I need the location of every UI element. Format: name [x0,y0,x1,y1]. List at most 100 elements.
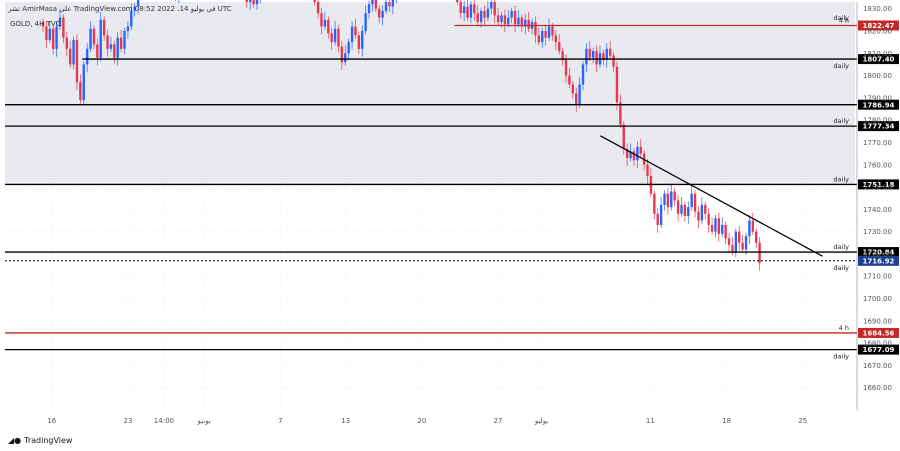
candle-body [466,6,469,18]
candle-body [347,42,350,54]
candle-body [483,10,486,18]
candle-body [663,193,666,205]
candle-body [659,204,663,225]
level-tag: 4 h [839,324,849,332]
level-tag: daily [833,14,849,22]
y-tick-label: 1700.00 [863,295,892,303]
candle-body [48,28,51,40]
level-tag: daily [833,117,849,125]
trend-line [600,135,823,257]
candle-body [374,0,378,9]
candle-body [520,17,524,27]
candle-body [592,51,595,58]
candle-body [622,124,625,150]
candle-body [106,35,109,49]
time-axis[interactable]: 16 23 14:00 يونيو 7 13 20 27 يوليو 11 18 25 [47,417,807,425]
candle-body [554,35,558,43]
candle-body [381,10,384,18]
trendline[interactable] [600,135,823,257]
y-tick-label: 1830.00 [863,5,892,13]
candle-body [755,231,758,243]
candle-body [748,220,751,237]
candle-body [741,242,744,250]
candle-body [344,53,347,63]
y-tick-label: 1790.00 [863,94,892,102]
candle-body [724,224,727,239]
candle-body [656,213,659,225]
level-tag: 4 h [839,16,849,24]
level-tag: daily [833,353,849,361]
y-tick-label: 1730.00 [863,228,892,236]
candle-body [625,149,629,159]
candle-body [687,207,690,217]
horizontal-levels[interactable]: 1822.47 4 h 1807.40 daily 1786.94 1777.34 dail… [5,14,899,361]
candle-body [357,35,361,49]
candle-body [58,17,62,27]
y-tick-label: 1760.00 [863,161,892,169]
x-tick-label: 18 [722,417,731,425]
x-tick-label: 20 [417,417,426,425]
candle-body [639,146,642,154]
candle-body [731,245,734,252]
candle-body [62,17,65,38]
candle-body [462,6,466,14]
candle-body [561,51,564,60]
candle-body [693,193,697,212]
level-tag: daily [833,62,849,70]
candle-body [469,4,473,18]
x-tick-label: 11 [646,417,655,425]
candle-body [92,28,96,45]
level-price-box [858,99,899,110]
candle-body [595,51,598,65]
y-tick-label: 1810.00 [863,50,892,58]
y-tick-label: 1820.00 [863,27,892,35]
candle-body [136,0,140,7]
published-note: نشر AmirMasa على TradingView.com في يولي… [8,5,232,13]
candle-body [85,48,89,65]
candle-body [683,204,687,217]
y-tick-label: 1800.00 [863,72,892,80]
candle-body [676,200,680,214]
candle-body [367,4,371,14]
candle-body [602,53,605,60]
candle-body [636,146,639,161]
candle-body [721,224,724,234]
brand-name: TradingView [24,436,73,445]
x-tick-label: 23 [124,417,133,425]
candle-body [378,8,381,18]
level-tag: daily [833,264,849,272]
y-tick-label: 1740.00 [863,206,892,214]
candle-body [123,30,126,49]
level-price-box [858,121,899,132]
candle-body [673,191,676,201]
candle-body [544,30,547,38]
candle-body [75,39,79,83]
candle-body [130,10,133,27]
candle-body [102,19,106,36]
candle-body [327,19,330,34]
candle-body [734,231,738,252]
candle-body [323,19,327,27]
candle-body [364,13,367,31]
price-axis[interactable]: 1660.00 1670.00 1680.00 1690.00 1700.00 1710.… [856,2,892,410]
level-price-label: 1777.34 [863,123,895,131]
candle-body [534,22,537,36]
candle-body [714,218,717,232]
candle-body [680,204,683,214]
level-tag: daily [833,243,849,251]
candle-body [646,164,649,176]
level-price-box [858,255,899,266]
candle-body [126,26,130,31]
x-tick-label: 7 [278,417,282,425]
candle-body [537,35,541,43]
tradingview-logo-icon: ◢● [8,436,22,445]
candle-body [670,191,673,208]
candle-body [585,48,588,65]
candle-body [517,17,520,25]
candle-body [65,37,68,49]
candle-body [738,231,741,243]
candle-body [113,44,116,58]
y-tick-label: 1750.00 [863,184,892,192]
y-tick-label: 1770.00 [863,139,892,147]
